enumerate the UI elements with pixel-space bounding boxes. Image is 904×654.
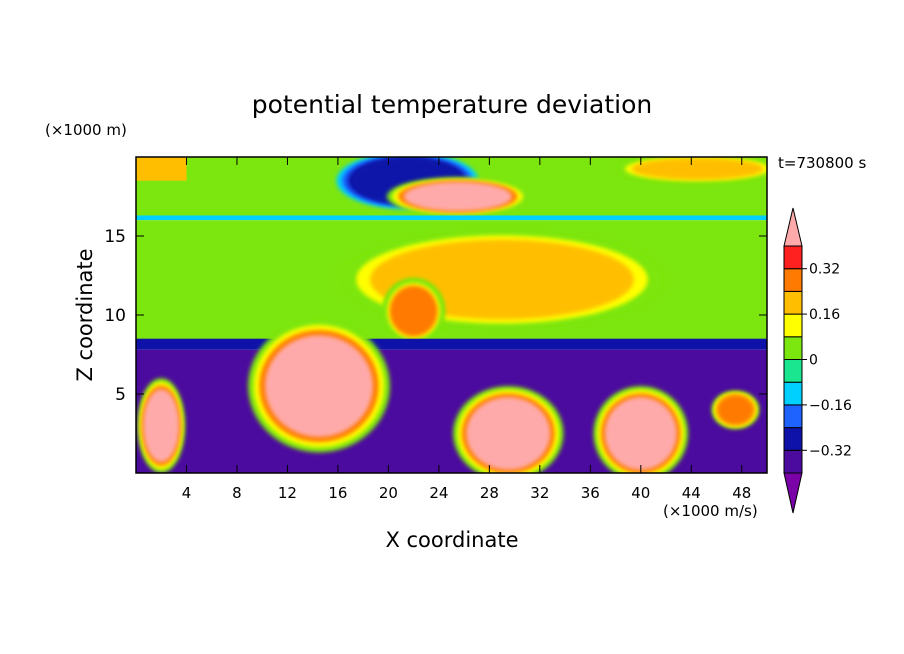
region-hot-blob-x1 <box>137 378 185 473</box>
region-upper-hot-patch <box>386 177 529 216</box>
x-tick-label: 40 <box>631 484 650 502</box>
x-tick-label: 24 <box>429 484 448 502</box>
x-tick-label: 16 <box>328 484 347 502</box>
colorbar-segment <box>783 404 803 429</box>
x-tick-label: 4 <box>182 484 192 502</box>
region-hot-blob-x28 <box>453 386 564 473</box>
x-tick-label: 12 <box>278 484 297 502</box>
colorbar-segment <box>783 245 803 270</box>
x-tick-label: 44 <box>682 484 701 502</box>
colorbar-segment <box>783 359 803 383</box>
x-tick-label: 28 <box>480 484 499 502</box>
heatmap-field <box>136 157 767 473</box>
colorbar-max-triangle <box>783 207 803 247</box>
x-tick-label: 36 <box>581 484 600 502</box>
colorbar-tick-label: 0.32 <box>809 262 840 278</box>
time-label: t=730800 s <box>778 154 866 172</box>
region-hot-plume-left <box>248 319 390 453</box>
colorbar-tick-label: 0 <box>809 353 818 369</box>
colorbar-min-triangle <box>783 472 803 514</box>
chart-title: potential temperature deviation <box>252 90 652 119</box>
x-tick-label: 32 <box>530 484 549 502</box>
region-top-warm-right <box>610 157 767 184</box>
colorbar-segment <box>783 449 803 474</box>
x-axis: 4 8 12 16 20 24 28 32 36 40 44 48 <box>182 157 751 502</box>
y-tick-label: 15 <box>104 227 126 247</box>
colorbar-tick-label: −0.16 <box>809 398 852 414</box>
region-warm-spot-x47 <box>711 390 760 429</box>
colorbar-segment <box>783 336 803 360</box>
colorbar: 0.32 0.16 0 −0.16 −0.32 <box>783 207 852 514</box>
y-axis: 5 10 15 <box>104 227 767 405</box>
colorbar-segment <box>783 313 803 338</box>
colorbar-segment <box>783 381 803 406</box>
region-top-warm-left <box>136 157 187 181</box>
y-axis-title: Z coordinate <box>73 248 97 381</box>
x-tick-label: 8 <box>232 484 242 502</box>
colorbar-segment <box>783 427 803 451</box>
colorbar-tick-label: −0.32 <box>809 443 852 459</box>
x-axis-title: X coordinate <box>385 528 518 552</box>
colorbar-segment <box>783 290 803 315</box>
x-unit-label: (×1000 m/s) <box>663 502 758 520</box>
region-boundary-cold-line <box>136 338 767 350</box>
x-tick-label: 20 <box>379 484 398 502</box>
region-mid-warm-spot <box>382 277 446 345</box>
y-tick-label: 10 <box>104 306 126 326</box>
colorbar-segment <box>783 268 803 292</box>
x-tick-label: 48 <box>732 484 751 502</box>
region-tropopause-line <box>136 215 767 221</box>
colorbar-tick-label: 0.16 <box>809 307 840 323</box>
region-mid-warm-core <box>328 227 676 332</box>
y-unit-label: (×1000 m) <box>45 121 127 139</box>
region-hot-blob-x40 <box>593 386 689 473</box>
y-tick-label: 5 <box>115 385 126 405</box>
